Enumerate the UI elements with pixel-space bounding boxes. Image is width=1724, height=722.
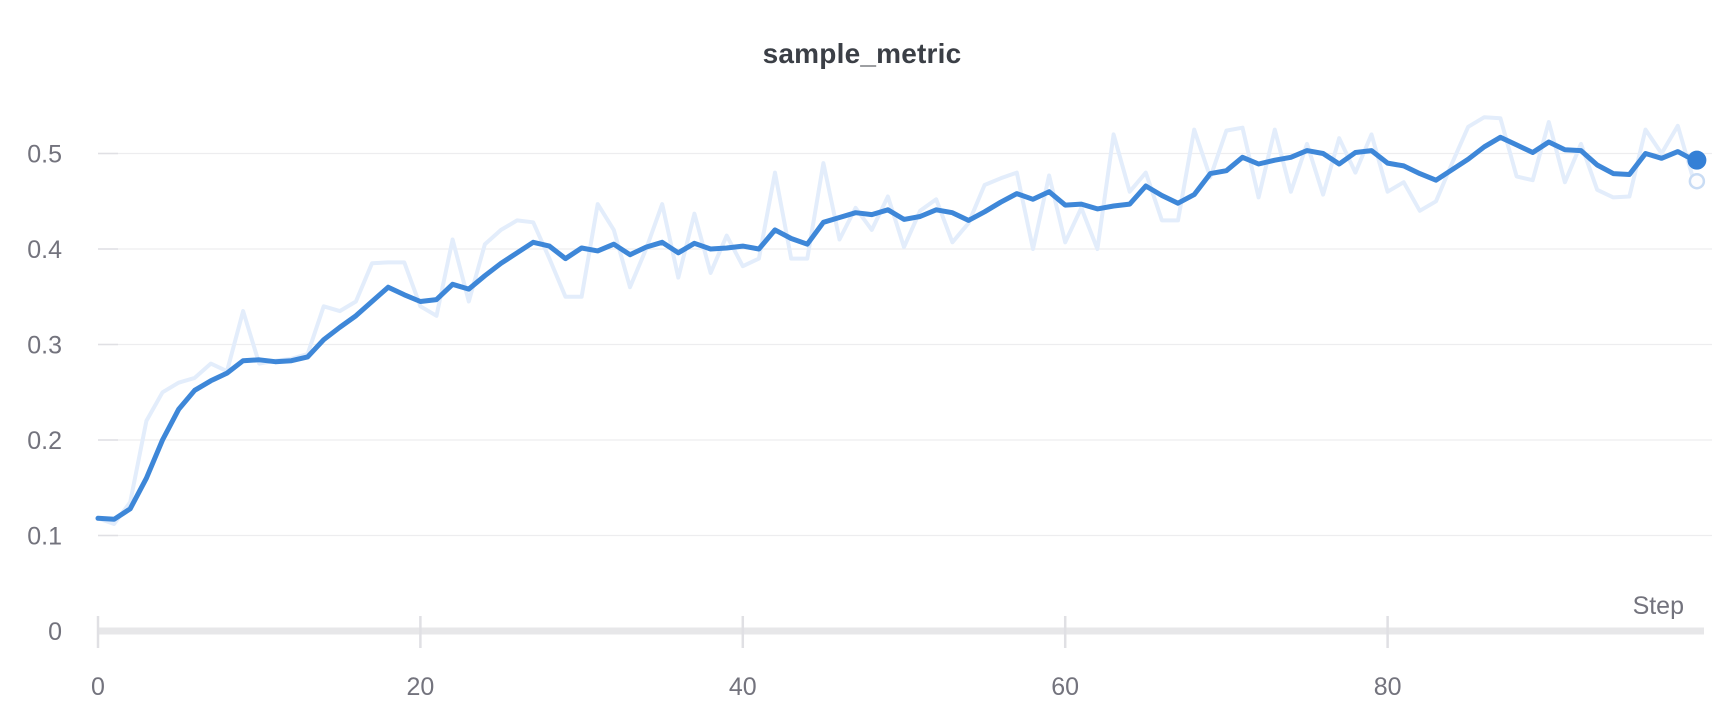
x-tick-label: 60	[1051, 673, 1079, 701]
smoothed-endpoint-dot[interactable]	[1687, 150, 1707, 170]
raw-line	[96, 115, 1696, 526]
x-tick-label: 40	[729, 673, 757, 701]
x-tick-label: 80	[1374, 673, 1402, 701]
y-tick-label: 0.4	[27, 236, 62, 264]
smoothed-line	[95, 134, 1697, 522]
raw-endpoint-ring	[1688, 172, 1706, 190]
chart-title: sample_metric	[762, 38, 962, 69]
x-tick-label: 20	[406, 673, 434, 701]
x-axis-bar	[98, 627, 1704, 635]
y-tick-label: 0.2	[27, 427, 62, 455]
x-axis-label: Step	[1632, 592, 1684, 620]
x-tick-label: 0	[91, 673, 105, 701]
y-tick-label: 0.3	[27, 332, 62, 360]
y-tick-label: 0.5	[27, 141, 62, 169]
y-tick-label: 0.1	[27, 523, 62, 551]
y-tick-label: 0	[48, 618, 62, 646]
